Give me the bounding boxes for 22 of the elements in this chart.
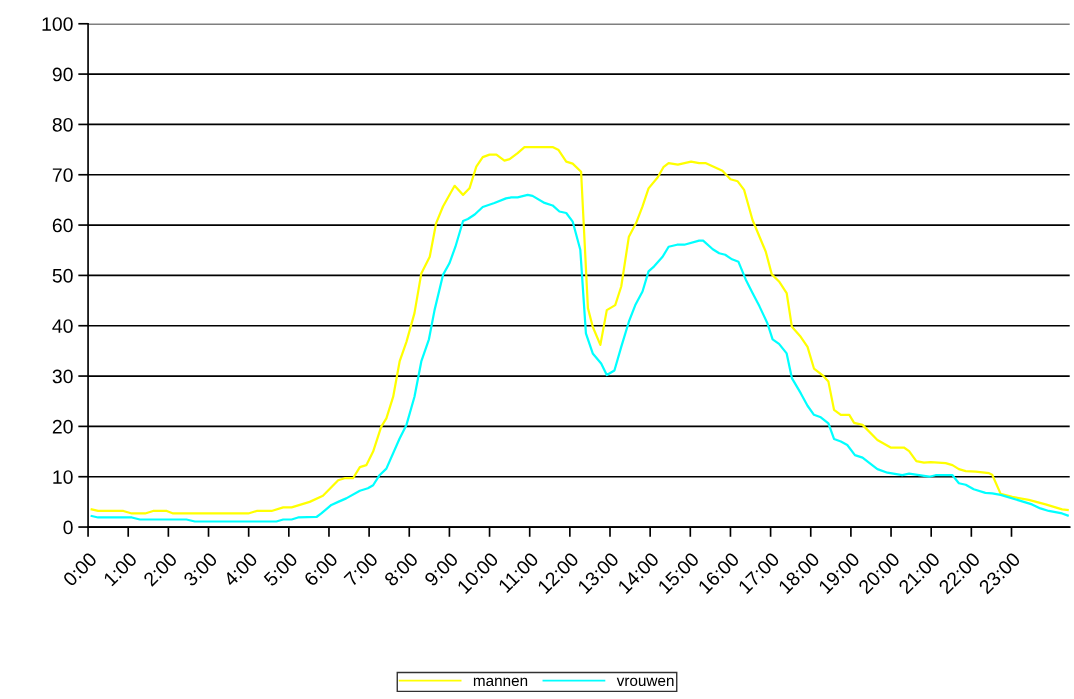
y-tick-label: 10 [53,470,73,484]
x-tick-label: 7:00 [343,551,379,587]
y-tick-label: 60 [52,218,73,233]
y-tick-label: 70 [52,168,73,182]
x-tick-label: 9:00 [423,551,459,587]
x-tick-label: 8:00 [383,551,419,587]
x-tick-label: 0:00 [62,551,98,587]
x-tick-label: 3:00 [182,551,219,587]
y-tick-label: 40 [52,319,73,333]
x-tick-label: 6:00 [303,551,339,587]
y-tick-label: 20 [52,419,73,434]
y-tick-label: 90 [52,67,73,82]
y-tick-label: 0 [63,520,73,535]
legend-label: mannen [473,677,528,687]
y-tick-label: 100 [42,17,73,31]
x-tick-label: 5:00 [262,551,299,587]
y-tick-label: 50 [52,268,73,283]
y-tick-label: 80 [52,117,73,132]
x-tick-label: 4:00 [222,551,259,588]
legend-label: vrouwen [616,677,674,687]
y-tick-label: 30 [52,369,73,384]
x-tick-label: 1:00 [102,551,138,587]
